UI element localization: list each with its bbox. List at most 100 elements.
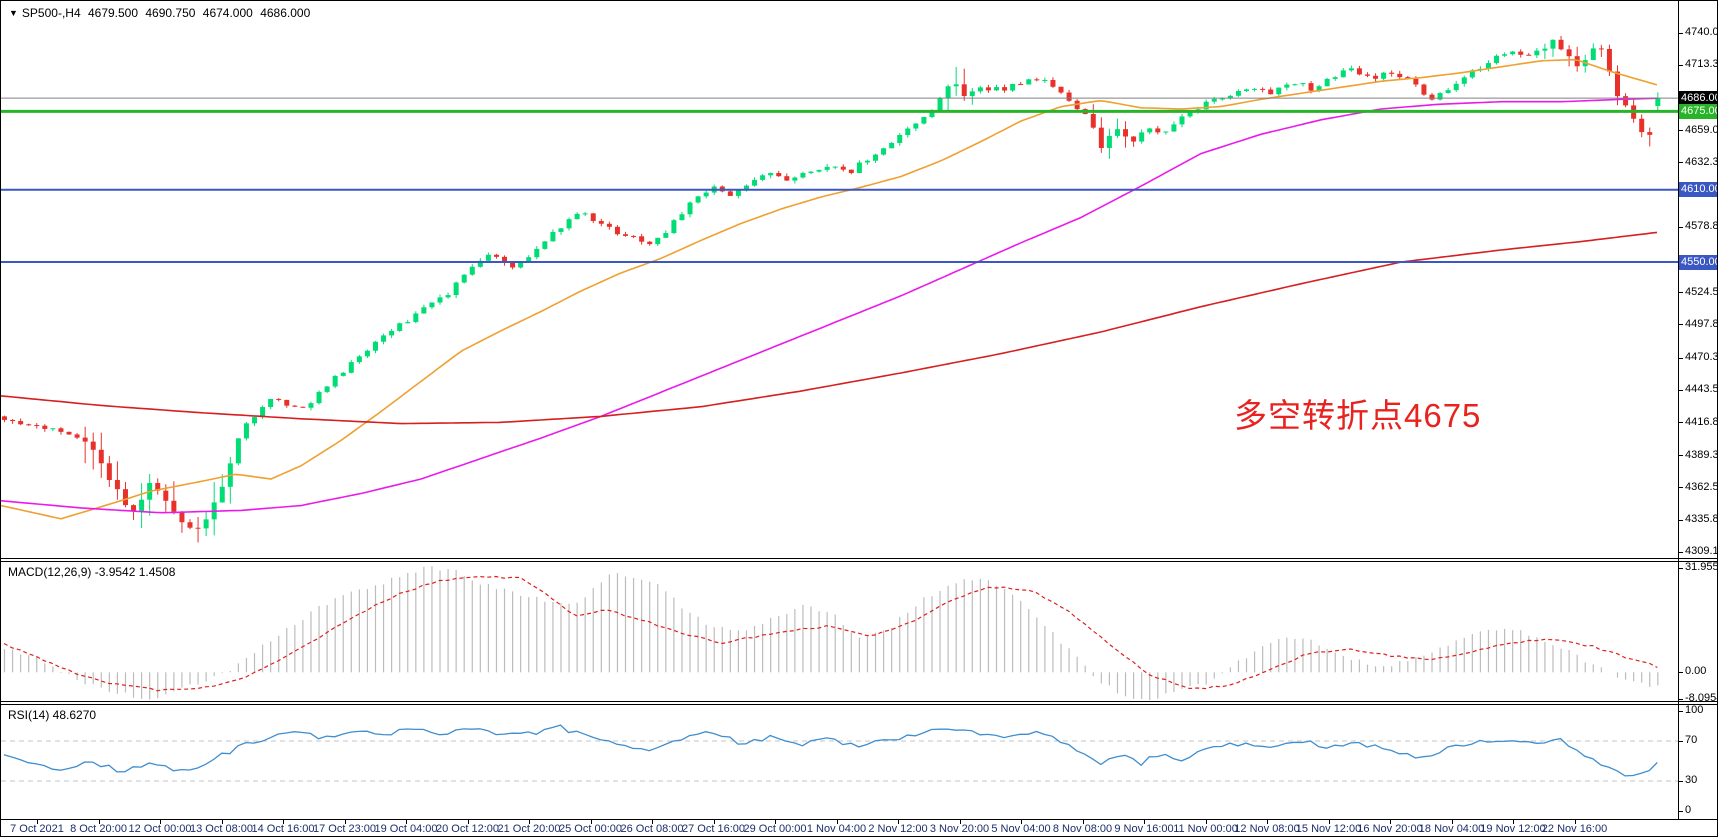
- candlestick-plot[interactable]: [1, 1, 1678, 558]
- time-tick-mark: [1021, 820, 1022, 824]
- candle-up: [824, 166, 830, 170]
- candle-up: [1147, 128, 1153, 133]
- candle-up: [1542, 48, 1548, 51]
- ohlc-close: 4686.000: [260, 6, 311, 20]
- price-tick-mark: [1679, 519, 1683, 521]
- candle-up: [1534, 50, 1540, 56]
- candle-up: [760, 175, 766, 180]
- candle-down: [1123, 129, 1129, 137]
- candle-down: [300, 406, 306, 408]
- time-tick-label: 13 Oct 08:00: [190, 823, 253, 835]
- time-tick-label: 2 Nov 12:00: [868, 823, 928, 835]
- candle-down: [1647, 132, 1653, 135]
- candle-down: [614, 226, 620, 235]
- candle-up: [1292, 84, 1298, 86]
- candle-up: [308, 403, 314, 408]
- candle-up: [252, 417, 258, 424]
- candle-up: [1114, 129, 1120, 136]
- time-tick-label: 22 Nov 16:00: [1541, 823, 1608, 835]
- candle-down: [284, 399, 290, 406]
- candle-down: [131, 505, 137, 512]
- candle-up: [743, 185, 749, 191]
- candle-up: [1316, 86, 1322, 91]
- candle-up: [1276, 87, 1282, 95]
- candle-down: [171, 500, 177, 512]
- candle-down: [1260, 88, 1266, 90]
- price-tick-label: 4309.110: [1685, 545, 1718, 558]
- time-tick-mark: [1574, 820, 1576, 824]
- candle-down: [276, 398, 282, 400]
- candle-up: [1235, 91, 1241, 96]
- panel-divider[interactable]: [1, 701, 1717, 705]
- candle-down: [1429, 94, 1435, 100]
- candle-down: [1090, 114, 1096, 128]
- time-tick-label: 8 Oct 20:00: [70, 823, 127, 835]
- time-tick-label: 7 Oct 2021: [10, 823, 64, 835]
- candle-down: [776, 173, 782, 177]
- rsi-plot[interactable]: [1, 705, 1678, 819]
- macd-tick-mark: [1679, 671, 1683, 673]
- time-tick-mark: [959, 820, 961, 824]
- candle-up: [1340, 70, 1346, 78]
- candle-up: [808, 171, 814, 174]
- rsi-tick-mark: [1679, 810, 1683, 812]
- candle-down: [114, 479, 120, 490]
- candle-down: [1623, 96, 1629, 106]
- candle-up: [260, 407, 266, 418]
- candle-down: [1397, 73, 1403, 78]
- slow-ma-red[interactable]: [1, 231, 1658, 425]
- candle-up: [969, 91, 975, 96]
- symbol-header: ▼ SP500-,H4 4679.500 4690.750 4674.000 46…: [9, 6, 314, 20]
- candle-up: [348, 362, 354, 373]
- candle-down: [784, 176, 790, 181]
- candle-up: [864, 160, 870, 163]
- candle-up: [1550, 39, 1556, 49]
- candle-up: [1026, 79, 1032, 85]
- candle-up: [921, 117, 927, 124]
- candle-up: [1510, 51, 1516, 55]
- price-axis-line: [1678, 1, 1679, 820]
- price-marker-4550.000: 4550.000: [1679, 254, 1717, 270]
- candle-down: [1155, 128, 1161, 133]
- fast-ma-orange[interactable]: [1, 58, 1658, 520]
- time-tick-label: 14 Oct 16:00: [251, 823, 315, 835]
- panel-divider[interactable]: [1, 558, 1717, 562]
- candle-up: [356, 356, 362, 363]
- time-axis-line: [1, 819, 1717, 820]
- candle-up: [945, 86, 951, 99]
- candle-up: [1284, 84, 1290, 88]
- candle-up: [574, 213, 580, 220]
- price-tick-mark: [1679, 357, 1683, 359]
- time-tick-label: 12 Nov 08:00: [1234, 823, 1300, 835]
- collapse-triangle-icon[interactable]: ▼: [9, 8, 18, 18]
- rsi-axis-label: 30: [1685, 774, 1698, 786]
- annotation-text[interactable]: 多空转折点4675: [1234, 397, 1482, 434]
- time-tick-label: 21 Oct 20:00: [497, 823, 561, 835]
- candle-up: [800, 173, 806, 178]
- time-tick-mark: [1328, 820, 1330, 824]
- candle-up: [1437, 93, 1443, 100]
- price-tick-mark: [1679, 64, 1683, 66]
- price-tick-mark: [1679, 226, 1683, 228]
- time-tick-label: 19 Nov 12:00: [1480, 823, 1546, 835]
- mid-ma-magenta[interactable]: [1, 97, 1658, 514]
- candle-up: [1494, 55, 1500, 64]
- candle-up: [1179, 116, 1185, 125]
- candle-up: [881, 148, 887, 155]
- time-tick-mark: [406, 820, 407, 824]
- price-tick-mark: [1679, 389, 1683, 391]
- price-tick-mark: [1679, 324, 1683, 326]
- candle-down: [1389, 72, 1395, 74]
- time-tick-mark: [221, 820, 223, 824]
- candle-up: [550, 231, 556, 242]
- candle-down: [1373, 75, 1379, 79]
- candle-up: [372, 341, 378, 351]
- time-tick-mark: [1144, 820, 1145, 824]
- macd-label: MACD(12,26,9) -3.9542 1.4508: [8, 565, 176, 579]
- candle-down: [1050, 79, 1056, 87]
- candle-up: [977, 87, 983, 92]
- price-tick-mark: [1679, 487, 1683, 489]
- macd-plot[interactable]: [1, 562, 1678, 701]
- candle-down: [155, 483, 161, 491]
